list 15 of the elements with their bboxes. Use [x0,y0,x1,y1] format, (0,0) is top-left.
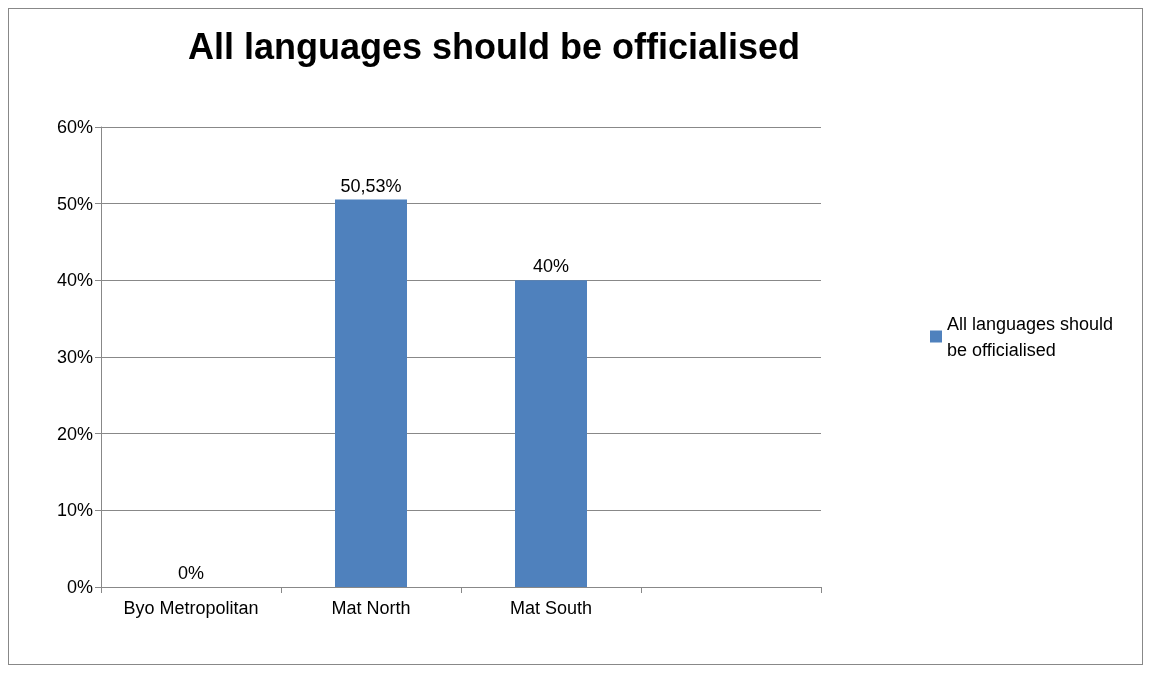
data-label: 40% [532,256,570,277]
y-tick-label: 10% [56,500,93,521]
y-tick-label: 20% [56,423,93,444]
y-tick-label: 30% [56,347,93,367]
data-label: 50,53% [340,175,402,196]
y-tick-label: 60% [56,117,93,137]
x-tick-label: Mat South [509,598,593,618]
data-label: 0% [177,563,205,583]
x-tick-label: Byo Metropolitan [123,598,259,618]
y-tick-label: 0% [66,577,93,597]
x-tick-label: Mat North [331,598,411,618]
legend-label: All languages should be officialised [947,313,1119,360]
chart-title: All languages should be officialised [187,25,801,67]
y-tick-label: 50% [56,193,93,214]
y-tick-label: 40% [56,270,93,291]
